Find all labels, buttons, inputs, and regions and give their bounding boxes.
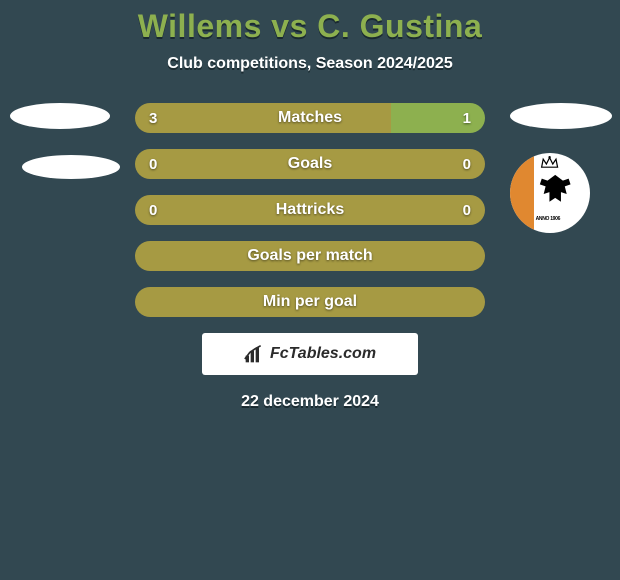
stat-label: Min per goal	[135, 293, 485, 311]
comparison-widget: Willems vs C. Gustina Club competitions,…	[0, 0, 620, 411]
source-badge[interactable]: FcTables.com	[202, 333, 418, 375]
crown-icon	[540, 156, 559, 169]
date-text: 22 december 2024	[0, 393, 620, 411]
source-label: FcTables.com	[270, 345, 376, 363]
page-title: Willems vs C. Gustina	[0, 8, 620, 45]
stat-bars: 3 Matches 1 0 Goals 0 0 Hattricks	[135, 103, 485, 317]
player-right-photo-placeholder	[510, 103, 612, 129]
stat-bar-matches: 3 Matches 1	[135, 103, 485, 133]
page-subtitle: Club competitions, Season 2024/2025	[0, 55, 620, 73]
stat-bar-goals-per-match: Goals per match	[135, 241, 485, 271]
stats-area: ANNO 1906 3 Matches 1 0 Goals 0	[0, 103, 620, 411]
bar-chart-icon	[244, 344, 264, 364]
stat-bar-min-per-goal: Min per goal	[135, 287, 485, 317]
stat-value-right: 0	[463, 202, 471, 219]
player-right-club-badge: ANNO 1906	[510, 153, 590, 233]
player-left-club-placeholder	[22, 155, 120, 179]
stat-label: Matches	[135, 109, 485, 127]
stat-label: Goals per match	[135, 247, 485, 265]
stat-label: Goals	[135, 155, 485, 173]
eagle-icon	[536, 171, 574, 209]
stat-bar-goals: 0 Goals 0	[135, 149, 485, 179]
badge-text: ANNO 1906	[536, 216, 561, 222]
player-left-photo-placeholder	[10, 103, 110, 129]
stat-value-right: 0	[463, 156, 471, 173]
club-badge-graphic: ANNO 1906	[510, 153, 590, 233]
stat-label: Hattricks	[135, 201, 485, 219]
badge-stripe	[510, 153, 534, 233]
stat-value-right: 1	[463, 110, 471, 127]
stat-bar-hattricks: 0 Hattricks 0	[135, 195, 485, 225]
